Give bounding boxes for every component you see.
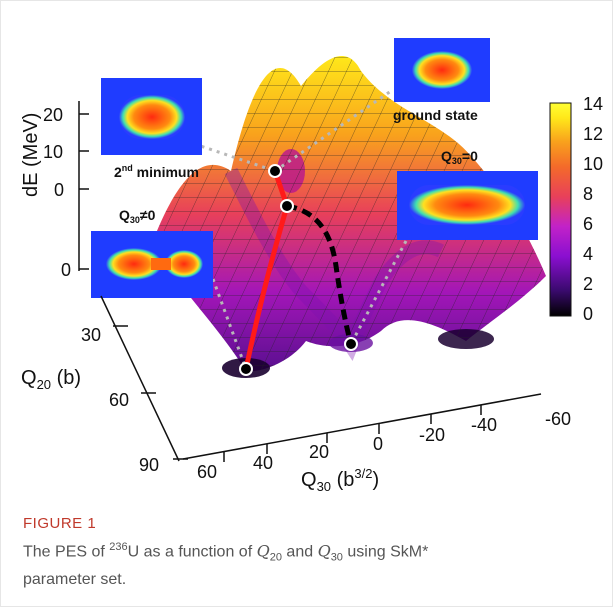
energy-surface [151,55,546,378]
q30-tick-60: 60 [197,462,217,482]
asymmetric-fission-path [243,170,290,370]
inset-ground-state [394,38,490,102]
q30-tick-neg60: -60 [545,409,571,429]
colorbar-tick-6: 6 [583,214,593,234]
inset-q30-nonzero [91,231,213,298]
colorbar-tick-10: 10 [583,154,603,174]
second-minimum-point [280,199,294,213]
surface-mesh [151,55,546,372]
figure-label: FIGURE 1 [23,515,97,532]
q30-axis: 60 40 20 0 -20 -40 -60 Q30 (b3/2) [182,393,571,494]
asymmetric-scission-point [239,362,253,376]
label-second-minimum: 2nd minimum [114,163,199,180]
colorbar-tick-8: 8 [583,184,593,204]
q20-tick-90: 90 [139,455,159,475]
colorbar-tick-2: 2 [583,274,593,294]
colorbar-tick-0: 0 [583,304,593,324]
z-tick-0: 0 [54,180,64,200]
label-ground-state: ground state [393,107,478,123]
q30-axis-label: Q30 (b3/2) [301,466,379,494]
leader-lines [155,89,408,370]
z-floor-tick: 0 [61,260,71,280]
ground-state-point [268,164,282,178]
symmetric-fission-path [286,203,354,345]
symmetric-scission-point [344,337,358,351]
label-q30-zero: Q30=0 [441,148,478,166]
z-tick-10: 10 [43,142,63,162]
q20-tick-30: 30 [81,325,101,345]
label-q30-nonzero: Q30≠0 [119,207,156,225]
pes-surface-plot: 2nd minimum ground state Q30=0 Q30≠0 20 … [20,38,603,494]
colorbar-tick-14: 14 [583,94,603,114]
colorbar-tick-4: 4 [583,244,593,264]
inset-q30-zero [397,171,538,240]
q20-tick-60: 60 [109,390,129,410]
q30-tick-neg20: -20 [419,425,445,445]
z-axis-label: dE (MeV) [20,113,42,197]
colorbar-tick-12: 12 [583,124,603,144]
q30-tick-20: 20 [309,442,329,462]
figure-caption: The PES of 236U as a function of Q20 and… [23,541,429,588]
q30-tick-neg40: -40 [471,415,497,435]
z-tick-20: 20 [43,105,63,125]
inset-second-minimum [101,78,202,155]
colorbar-gradient [549,102,572,317]
q20-axis: 30 60 90 Q20 (b) [21,295,188,475]
colorbar: 14 12 10 8 6 4 2 0 [549,94,603,324]
q30-tick-0: 0 [373,434,383,454]
q30-tick-40: 40 [253,453,273,473]
figure-caption-block: FIGURE 1 The PES of 236U as a function o… [23,515,593,591]
q20-axis-label: Q20 (b) [21,367,81,392]
z-axis: 20 10 0 0 dE (MeV) [20,101,89,280]
